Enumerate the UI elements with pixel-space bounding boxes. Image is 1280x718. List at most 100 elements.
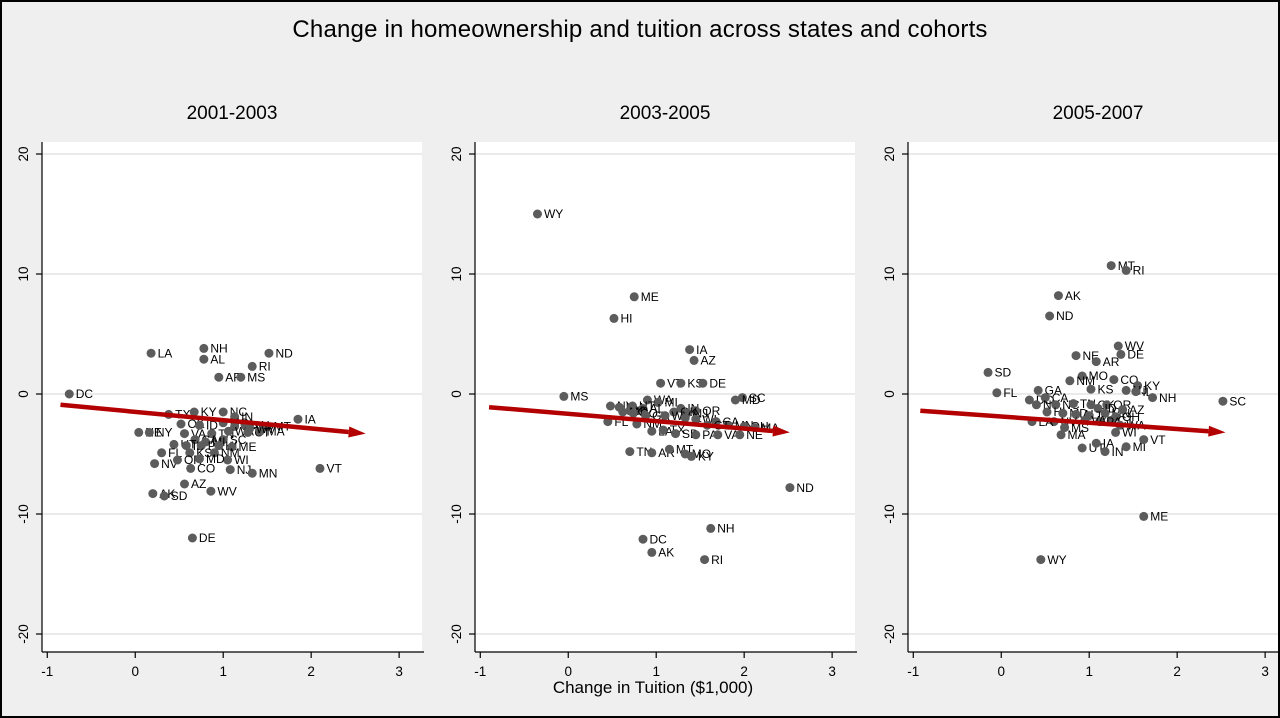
data-point-PA	[691, 430, 701, 440]
data-point-WY	[1036, 555, 1046, 565]
x-tick-label: 0	[564, 664, 572, 679]
state-label-DE: DE	[709, 376, 726, 390]
state-label-MI: MI	[664, 396, 677, 410]
panel-title-2005-2007: 2005-2007	[1052, 103, 1144, 124]
x-tick-label: 2	[307, 664, 315, 679]
data-point-AR	[1091, 357, 1101, 367]
data-point-WI	[223, 455, 233, 465]
y-tick-label: 10	[882, 266, 897, 281]
x-tick-label: 2	[1173, 664, 1181, 679]
state-label-MS: MS	[570, 390, 588, 404]
data-point-DC	[638, 534, 648, 544]
state-label-WI: WI	[1122, 426, 1137, 440]
state-label-OR: OR	[702, 404, 720, 418]
y-tick-label: 20	[16, 146, 31, 161]
data-point-MD	[1058, 408, 1068, 418]
data-point-AL	[1071, 409, 1081, 419]
state-label-RI: RI	[259, 360, 271, 374]
data-point-FL	[992, 388, 1002, 398]
state-label-DC: DC	[650, 532, 668, 546]
data-point-MS	[1060, 423, 1070, 433]
state-label-AR: AR	[1103, 355, 1120, 369]
data-point-WV	[1113, 341, 1123, 351]
state-label-ME: ME	[239, 440, 257, 454]
data-point-TN	[1068, 399, 1078, 409]
state-label-WV: WV	[1125, 339, 1144, 353]
data-point-AZ	[180, 479, 189, 489]
data-point-WV	[206, 486, 216, 496]
data-point-CO	[628, 408, 638, 418]
x-tick-label: 3	[828, 664, 836, 679]
data-point-CA	[190, 435, 200, 445]
state-label-KY: KY	[201, 405, 217, 419]
state-label-ID: ID	[206, 418, 218, 432]
y-tick-label: 10	[16, 266, 31, 281]
data-point-NH	[706, 523, 716, 533]
data-point-FL	[157, 448, 167, 458]
data-point-ME	[629, 292, 639, 302]
data-point-NY	[1031, 400, 1041, 410]
state-label-NH: NH	[1159, 391, 1176, 405]
state-label-VT: VT	[326, 462, 342, 476]
plot-area	[42, 142, 422, 652]
data-point-OK	[176, 419, 186, 429]
data-point-NE	[735, 430, 745, 440]
y-tick-label: -20	[882, 624, 897, 644]
data-point-ND	[1045, 311, 1055, 321]
data-point-IA	[1091, 438, 1101, 448]
panel-title-2001-2003: 2001-2003	[186, 103, 278, 124]
data-point-ID	[1093, 403, 1103, 413]
data-point-TN	[207, 429, 217, 439]
data-point-ME	[227, 442, 237, 452]
data-point-NY	[605, 401, 615, 411]
x-tick-label: 1	[1085, 664, 1093, 679]
data-point-NY	[144, 427, 154, 437]
state-label-AL: AL	[650, 402, 665, 416]
data-point-NC	[218, 407, 228, 417]
state-label-VA: VA	[724, 428, 739, 442]
data-point-WY	[245, 424, 255, 434]
data-point-WI	[691, 414, 701, 424]
y-tick-label: 0	[882, 390, 897, 398]
data-point-UT	[1077, 443, 1087, 453]
state-label-KY: KY	[698, 450, 714, 464]
state-label-RI: RI	[1133, 264, 1145, 278]
data-point-NH	[1148, 393, 1158, 403]
state-label-IA: IA	[1103, 436, 1114, 450]
state-label-AL: AL	[210, 352, 225, 366]
state-label-SC: SC	[1229, 394, 1246, 408]
y-tick-label: -20	[16, 624, 31, 644]
figure-title: Change in homeownership and tuition acro…	[292, 16, 988, 43]
state-label-WY: WY	[1047, 553, 1066, 567]
data-point-AL	[638, 403, 648, 413]
data-point-NH	[199, 343, 209, 353]
data-point-WV	[660, 411, 670, 421]
state-label-DE: DE	[199, 531, 216, 545]
data-point-RI	[700, 555, 710, 565]
scatter-panel-2001-2003: 20100-10-20-10123DCLANHALNDRIARMSTXKYNCI…	[16, 142, 424, 679]
state-label-KY: KY	[1144, 379, 1160, 393]
state-label-ND: ND	[275, 346, 293, 360]
data-point-SC	[1218, 396, 1228, 406]
data-point-KY	[189, 407, 199, 417]
data-point-MA	[255, 426, 265, 436]
trend-arrow-head	[1208, 425, 1226, 437]
data-point-NV	[150, 459, 160, 469]
data-point-WA	[223, 426, 233, 436]
data-point-NC	[618, 407, 628, 417]
data-point-IL	[181, 441, 191, 451]
data-point-KS	[185, 448, 195, 458]
data-point-ND	[785, 483, 795, 493]
trend-arrow-head	[772, 425, 790, 437]
trend-arrow-head	[348, 426, 366, 438]
data-point-AZ	[1118, 405, 1128, 415]
data-point-WA	[642, 395, 652, 405]
x-axis-title: Change in Tuition ($1,000)	[552, 678, 754, 697]
data-point-MO	[1077, 371, 1087, 381]
data-point-MN	[1100, 408, 1110, 418]
data-point-AK	[1053, 291, 1063, 301]
x-tick-label: -1	[41, 664, 53, 679]
